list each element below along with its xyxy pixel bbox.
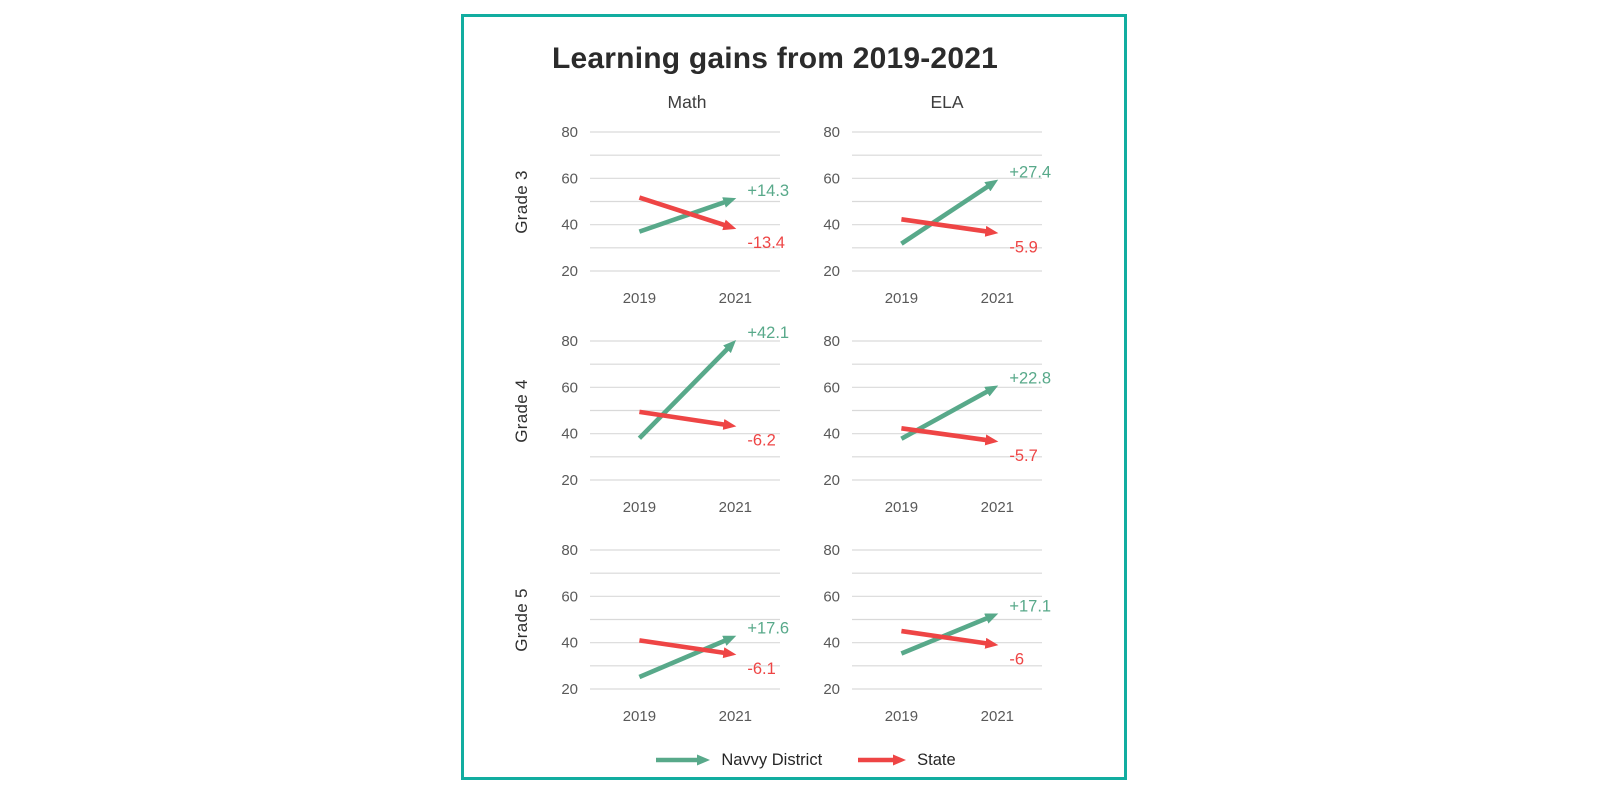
grade-label: Grade 3 (512, 169, 531, 234)
grade-row: Grade 3 80 60 40 20 2019 2021 +14.3 -13.4 80 60 40 2… (504, 113, 1124, 322)
x-tick-label: 2019 (885, 290, 918, 307)
legend-label-state: State (917, 750, 956, 769)
y-tick-label: 60 (561, 588, 578, 605)
grade-axis-title: Grade 4 (504, 322, 540, 531)
legend: Navvy District State (486, 745, 1124, 775)
state-gain-label: -5.7 (1009, 447, 1037, 465)
y-tick-label: 60 (561, 379, 578, 396)
panel-grade-5-math: 80 60 40 20 2019 2021 +17.6 -6.1 (561, 542, 789, 725)
district-gain-label: +42.1 (747, 324, 789, 342)
district-gain-label: +27.4 (1009, 164, 1051, 182)
x-tick-label: 2021 (719, 499, 752, 516)
district-gain-label: +17.1 (1009, 597, 1051, 615)
x-tick-label: 2019 (623, 708, 656, 725)
state-line (901, 426, 999, 446)
y-tick-label: 20 (823, 263, 840, 280)
state-line (638, 195, 737, 231)
y-tick-label: 40 (561, 217, 578, 234)
panel-grade-4-math: 80 60 40 20 2019 2021 +42.1 -6.2 (561, 324, 789, 516)
district-line (637, 340, 737, 440)
grade-row: Grade 5 80 60 40 20 2019 2021 +17.6 -6.1 80 60 40 20… (504, 531, 1124, 740)
y-tick-label: 40 (561, 426, 578, 443)
district-gain-label: +17.6 (747, 620, 789, 638)
state-arrow-icon (858, 754, 907, 766)
state-gain-label: -6 (1009, 650, 1024, 668)
x-tick-label: 2019 (623, 499, 656, 516)
x-tick-label: 2021 (719, 290, 752, 307)
y-tick-label: 40 (823, 426, 840, 443)
x-tick-label: 2021 (719, 708, 752, 725)
panel-grade-3-math: 80 60 40 20 2019 2021 +14.3 -13.4 (561, 124, 789, 307)
district-line (900, 179, 999, 246)
charts-grid: Grade 3 80 60 40 20 2019 2021 +14.3 -13.4 80 60 40 2… (464, 113, 1124, 740)
y-tick-label: 40 (823, 635, 840, 652)
state-gain-label: -5.9 (1009, 238, 1037, 256)
x-tick-label: 2019 (885, 499, 918, 516)
state-gain-label: -6.1 (747, 660, 775, 678)
legend-item-district: Navvy District (654, 751, 822, 770)
state-line (901, 628, 999, 649)
district-line (638, 197, 737, 234)
grade-axis-title: Grade 5 (504, 531, 540, 740)
y-tick-label: 40 (561, 635, 578, 652)
grade-row: Grade 4 80 60 40 20 2019 2021 +42.1 -6.2 80 60 40 20… (504, 322, 1124, 531)
state-gain-label: -6.2 (747, 432, 775, 450)
district-gain-label: +22.8 (1009, 369, 1051, 387)
state-line (639, 409, 737, 430)
y-tick-label: 20 (823, 681, 840, 698)
column-header-math: Math (667, 92, 707, 112)
x-tick-label: 2019 (885, 708, 918, 725)
y-tick-label: 80 (823, 333, 840, 350)
y-tick-label: 60 (561, 170, 578, 187)
y-tick-label: 40 (823, 217, 840, 234)
y-tick-label: 20 (823, 472, 840, 489)
y-tick-label: 60 (823, 379, 840, 396)
panel-grade-4-ela: 80 60 40 20 2019 2021 +22.8 -5.7 (823, 333, 1051, 516)
state-gain-label: -13.4 (747, 234, 785, 252)
x-tick-label: 2021 (981, 708, 1014, 725)
panel-grade-3-ela: 80 60 40 20 2019 2021 +27.4 -5.9 (823, 124, 1051, 307)
legend-label-district: Navvy District (721, 750, 823, 769)
y-tick-label: 20 (561, 263, 578, 280)
x-tick-label: 2021 (981, 290, 1014, 307)
column-headers: Math ELA (464, 91, 1124, 113)
district-line (638, 635, 737, 680)
state-line (639, 638, 737, 659)
chart-title: Learning gains from 2019-2021 (552, 42, 998, 75)
y-tick-label: 80 (823, 542, 840, 559)
y-tick-label: 20 (561, 472, 578, 489)
y-tick-label: 60 (823, 170, 840, 187)
y-tick-label: 80 (561, 124, 578, 141)
chart-card: Learning gains from 2019-2021 Math ELA G… (461, 14, 1127, 780)
y-tick-label: 20 (561, 681, 578, 698)
state-line (901, 217, 999, 237)
grade-axis-title: Grade 3 (504, 113, 540, 322)
grade-label: Grade 4 (512, 378, 531, 443)
legend-item-state: State (856, 751, 956, 770)
x-tick-label: 2021 (981, 499, 1014, 516)
x-tick-label: 2019 (623, 290, 656, 307)
district-gain-label: +14.3 (747, 182, 789, 200)
column-header-ela: ELA (930, 92, 964, 112)
y-tick-label: 60 (823, 588, 840, 605)
grade-label: Grade 5 (512, 587, 531, 652)
panel-grade-5-ela: 80 60 40 20 2019 2021 +17.1 -6 (823, 542, 1051, 725)
district-arrow-icon (656, 754, 711, 766)
y-tick-label: 80 (561, 542, 578, 559)
y-tick-label: 80 (823, 124, 840, 141)
y-tick-label: 80 (561, 333, 578, 350)
